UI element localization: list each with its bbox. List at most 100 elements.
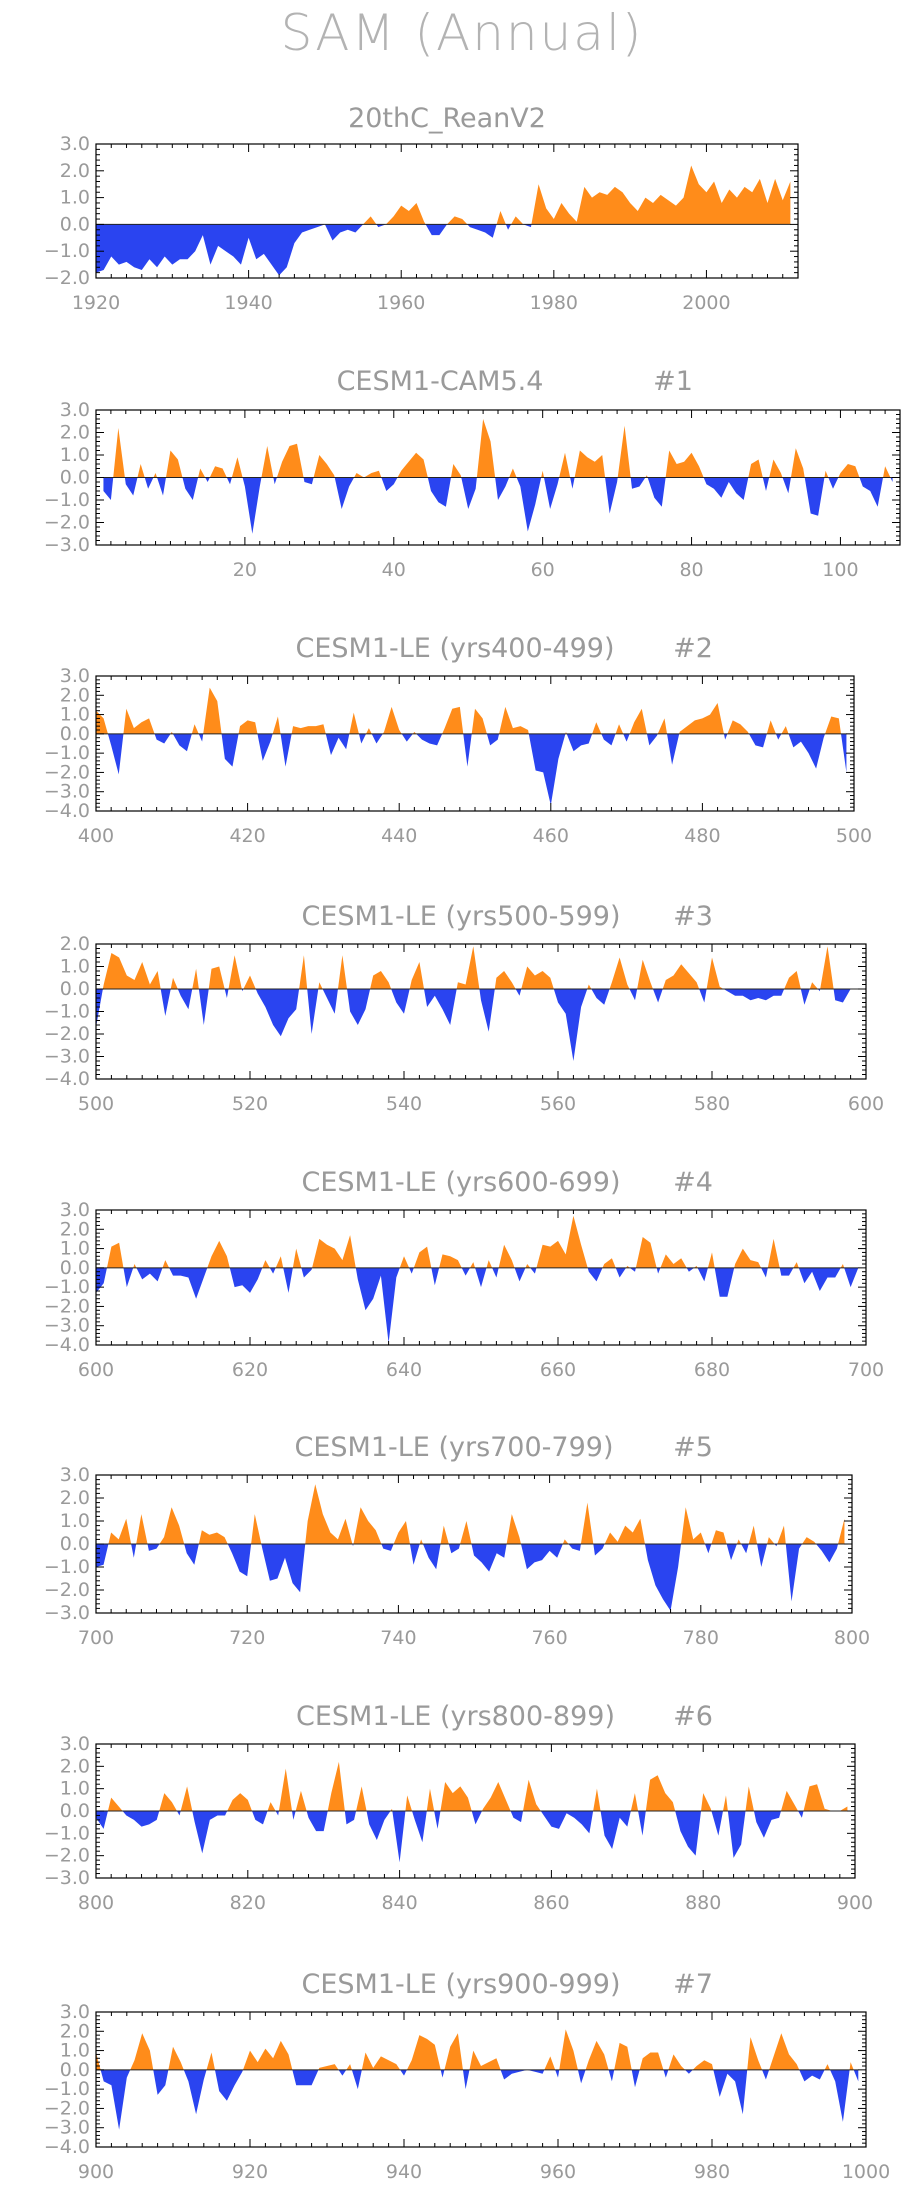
run-label: #4 [673, 1167, 713, 1198]
x-tick-label: 820 [230, 1892, 266, 1914]
x-tick-label: 540 [386, 1093, 422, 1115]
y-tick-label: 1.0 [60, 2040, 90, 2062]
y-tick-label: −4.0 [44, 1068, 90, 1090]
y-tick-label: −1.0 [44, 240, 90, 262]
chart-panel: −4.0−3.0−2.0−1.00.01.02.03.0 400 420 440 460… [44, 633, 872, 847]
chart-panel: −4.0−3.0−2.0−1.00.01.02.03.0 900 920 940 960… [44, 1969, 890, 2183]
x-tick-label: 880 [685, 1892, 721, 1914]
run-label: #1 [653, 366, 693, 397]
page-title: SAM (Annual) [280, 4, 644, 62]
x-tick-label: 660 [540, 1359, 576, 1381]
plot-frame [95, 2011, 867, 2148]
y-tick-label: 0.0 [60, 2059, 90, 2081]
y-tick-label: 0.0 [60, 1800, 90, 1822]
x-tick-label: 600 [848, 1093, 884, 1115]
y-tick-label: 0.0 [60, 723, 90, 745]
y-tick-label: −3.0 [44, 2117, 90, 2139]
y-tick-label: 2.0 [60, 933, 90, 955]
run-label: #3 [673, 901, 713, 932]
y-tick-label: −2.0 [44, 761, 90, 783]
x-tick-label: 760 [531, 1627, 567, 1649]
x-tick-label: 740 [380, 1627, 416, 1649]
run-label: #2 [673, 633, 713, 664]
y-tick-label: −3.0 [44, 1602, 90, 1624]
run-label: #5 [673, 1432, 713, 1463]
y-tick-label: 3.0 [60, 1464, 90, 1486]
y-tick-label: 2.0 [60, 1218, 90, 1240]
y-tick-label: −4.0 [44, 800, 90, 822]
y-tick-label: 1.0 [60, 1238, 90, 1260]
x-tick-label: 640 [386, 1359, 422, 1381]
y-tick-label: −1.0 [44, 742, 90, 764]
y-tick-label: −2.0 [44, 512, 90, 534]
y-tick-label: −4.0 [44, 2136, 90, 2158]
y-tick-label: 3.0 [60, 133, 90, 155]
x-tick-label: 520 [232, 1093, 268, 1115]
y-tick-label: 2.0 [60, 2020, 90, 2042]
chart-panel: −4.0−3.0−2.0−1.00.01.02.0 500 520 540 560 580… [44, 901, 884, 1115]
x-tick-label: 720 [229, 1627, 265, 1649]
x-tick-label: 500 [78, 1093, 114, 1115]
x-tick-label: 480 [684, 825, 720, 847]
chart-title: CESM1-CAM5.4 [337, 366, 544, 397]
y-tick-label: 3.0 [60, 2001, 90, 2023]
y-tick-label: 0.0 [60, 1533, 90, 1555]
positive-series-area [96, 946, 859, 989]
x-tick-label: 80 [679, 559, 703, 581]
x-tick-label: 620 [232, 1359, 268, 1381]
chart-title: CESM1-LE (yrs700-799) [295, 1432, 614, 1463]
x-tick-label: 960 [540, 2161, 576, 2183]
y-tick-label: 3.0 [60, 399, 90, 421]
x-tick-label: 800 [78, 1892, 114, 1914]
y-tick-label: −3.0 [44, 1046, 90, 1068]
y-tick-label: 1.0 [60, 1778, 90, 1800]
y-tick-label: 3.0 [60, 665, 90, 687]
x-tick-label: 600 [78, 1359, 114, 1381]
y-tick-label: −4.0 [44, 1334, 90, 1356]
plot-frame [95, 943, 867, 1080]
y-tick-label: −2.0 [44, 267, 90, 289]
x-tick-label: 1920 [72, 292, 120, 314]
x-tick-label: 780 [683, 1627, 719, 1649]
positive-series-area [96, 2029, 859, 2070]
negative-series-area [96, 1544, 845, 1611]
y-tick-label: 2.0 [60, 422, 90, 444]
x-tick-label: 900 [78, 2161, 114, 2183]
y-tick-label: −2.0 [44, 1295, 90, 1317]
x-tick-label: 700 [78, 1627, 114, 1649]
chart-title: 20thC_ReanV2 [348, 103, 546, 134]
y-tick-label: −2.0 [44, 1023, 90, 1045]
positive-series-area [96, 1761, 848, 1811]
x-tick-label: 580 [694, 1093, 730, 1115]
x-tick-label: 940 [386, 2161, 422, 2183]
y-tick-label: −3.0 [44, 534, 90, 556]
y-tick-label: 0.0 [60, 978, 90, 1000]
chart-panel: −2.0 −1.0 0.0 1.0 2.0 3.0 1920 1940 1960 1980 2000… [44, 103, 799, 314]
y-tick-label: −3.0 [44, 1867, 90, 1889]
x-tick-label: 500 [836, 825, 872, 847]
x-tick-label: 700 [848, 1359, 884, 1381]
x-tick-label: 440 [381, 825, 417, 847]
run-label: #6 [673, 1701, 713, 1732]
chart-title: CESM1-LE (yrs800-899) [296, 1701, 615, 1732]
y-tick-label: −1.0 [44, 1822, 90, 1844]
x-tick-label: 420 [229, 825, 265, 847]
chart-panel: −4.0−3.0−2.0−1.00.01.02.03.0 600 620 640 660… [44, 1167, 884, 1381]
x-tick-label: 900 [837, 1892, 873, 1914]
x-tick-label: 980 [694, 2161, 730, 2183]
y-tick-label: 1.0 [60, 1510, 90, 1532]
chart-panel: −3.0−2.0−1.00.01.02.03.0 20 40 60 80 100 CESM1… [44, 366, 901, 581]
y-tick-label: 0.0 [60, 1257, 90, 1279]
negative-series-area [96, 989, 859, 1061]
y-tick-label: 3.0 [60, 1199, 90, 1221]
y-tick-label: −2.0 [44, 1845, 90, 1867]
x-tick-label: 860 [533, 1892, 569, 1914]
chart-title: CESM1-LE (yrs400-499) [296, 633, 615, 664]
x-tick-label: 800 [834, 1627, 870, 1649]
y-tick-label: −3.0 [44, 781, 90, 803]
y-tick-label: −3.0 [44, 1315, 90, 1337]
negative-series-area [96, 1811, 848, 1863]
chart-title: CESM1-LE (yrs600-699) [302, 1167, 621, 1198]
positive-series-area [96, 1215, 859, 1268]
